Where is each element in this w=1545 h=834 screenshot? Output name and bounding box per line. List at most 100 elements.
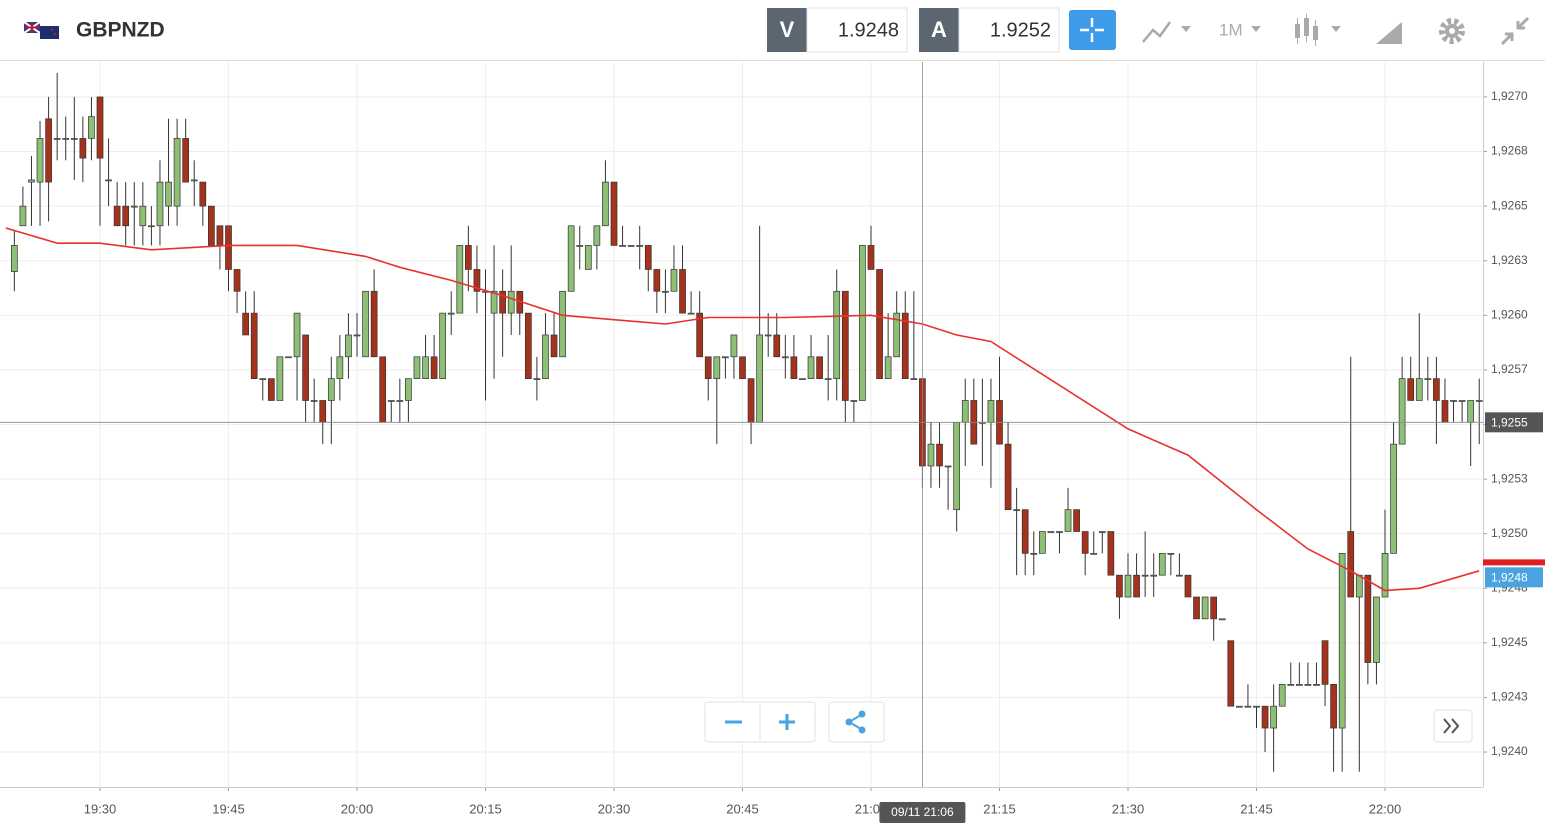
candle-body [1141, 574, 1149, 577]
candle-body [859, 245, 866, 401]
share-box[interactable] [828, 701, 885, 743]
candle-body [679, 269, 686, 314]
candle-body [225, 225, 232, 270]
candle-body [1424, 378, 1432, 380]
chart-type-icon[interactable] [1142, 21, 1172, 43]
candle-body [833, 290, 841, 379]
candle-body [567, 225, 575, 292]
settings-icon[interactable] [1439, 18, 1465, 44]
x-tick-label: 21:45 [1240, 801, 1273, 816]
y-tick-label: 1,9257 [1491, 362, 1528, 376]
candle-body [1116, 574, 1123, 598]
candle-body [36, 138, 44, 183]
candle-body [602, 181, 609, 227]
candle-body [1158, 552, 1166, 576]
candle-body [1398, 378, 1406, 445]
candle-body [524, 312, 532, 379]
candle-body [807, 356, 815, 379]
y-tick-label: 1,9253 [1491, 471, 1528, 485]
candle-body [182, 138, 190, 183]
candle-body [79, 138, 87, 159]
buy-button[interactable] [919, 8, 959, 52]
candle-body [670, 269, 678, 292]
moving-average [5, 227, 1480, 592]
candle-body [1176, 574, 1183, 577]
candle-body [353, 334, 361, 337]
share-dot [858, 710, 866, 718]
candle-body [1167, 552, 1175, 555]
candle-body [662, 290, 669, 293]
candle-body [1244, 705, 1252, 708]
candle-body [1355, 574, 1363, 598]
candle-body [1381, 552, 1389, 598]
candle-body [1133, 574, 1140, 598]
candle-body [88, 116, 95, 139]
candle-body [1047, 531, 1055, 533]
candle-body [1090, 552, 1098, 555]
candle-body [1475, 400, 1483, 402]
series [5, 72, 1483, 772]
x-tick-label: 21:30 [1112, 801, 1145, 816]
candle-body [1330, 684, 1337, 729]
y-tick-label: 1,9245 [1491, 635, 1528, 649]
candle-body [473, 269, 481, 292]
candle-body [1338, 552, 1346, 729]
timeframe[interactable]: 1M [1219, 20, 1243, 39]
candle-body [1124, 574, 1132, 598]
candle-body [45, 118, 52, 183]
time-tag [879, 802, 966, 823]
candle-body [336, 356, 344, 379]
candle-body [987, 400, 995, 423]
zoom-in[interactable] [779, 714, 795, 730]
time-tag-label: 09/11 21:06 [891, 805, 954, 819]
candle-body [1313, 684, 1320, 686]
candles-icon[interactable] [1295, 14, 1318, 46]
candle-body [730, 334, 738, 358]
candle-body [1304, 684, 1312, 686]
candle-body [379, 356, 387, 423]
x-tick-label: 20:00 [341, 801, 374, 816]
candle-body [447, 312, 455, 315]
candle-body [1021, 509, 1029, 554]
draw-icon[interactable] [1376, 22, 1402, 44]
y-tick-label: 1,9240 [1491, 744, 1528, 758]
candle-body [216, 225, 224, 246]
candle-body [1004, 443, 1012, 511]
candle-body [456, 245, 464, 314]
y-tick-label: 1,9260 [1491, 307, 1528, 321]
candle-body [696, 312, 704, 358]
buy-price-box[interactable] [958, 7, 1060, 53]
candle-body [593, 225, 601, 246]
candle-body [310, 400, 318, 402]
candle-body [1261, 705, 1269, 729]
bid-marker [1483, 559, 1545, 566]
y-tick-label: 1,9250 [1491, 526, 1528, 540]
crosshair-button[interactable] [1069, 10, 1116, 50]
candle-body [773, 334, 781, 358]
candle-body [1287, 684, 1295, 686]
plot: 1,9270 1,9268 1,9265 1,9263 1,9260 1,9257 1,92… [0, 62, 1545, 823]
candle-body [387, 400, 395, 402]
candle-body [1441, 400, 1449, 423]
price-tag [1485, 412, 1543, 433]
candle-body [644, 245, 652, 270]
candle-body [28, 179, 35, 183]
sell-price-box[interactable] [806, 7, 908, 53]
candle-body [285, 356, 292, 359]
candle-body [559, 290, 566, 358]
collapse-icon[interactable] [1500, 16, 1530, 46]
candle-body [1415, 378, 1423, 401]
candle-body [10, 245, 18, 272]
candle-body [1073, 509, 1080, 532]
candle-body [19, 205, 27, 227]
candle-body [687, 312, 695, 315]
scroll-end[interactable] [1433, 709, 1473, 743]
sell-button[interactable] [767, 8, 807, 52]
candle-body [199, 181, 207, 207]
candle-body [1210, 596, 1218, 620]
candle-body [1364, 574, 1372, 663]
candle-body [1064, 509, 1072, 532]
candle-body [1450, 400, 1457, 402]
candle-body [884, 356, 892, 379]
candle-body [944, 465, 952, 468]
